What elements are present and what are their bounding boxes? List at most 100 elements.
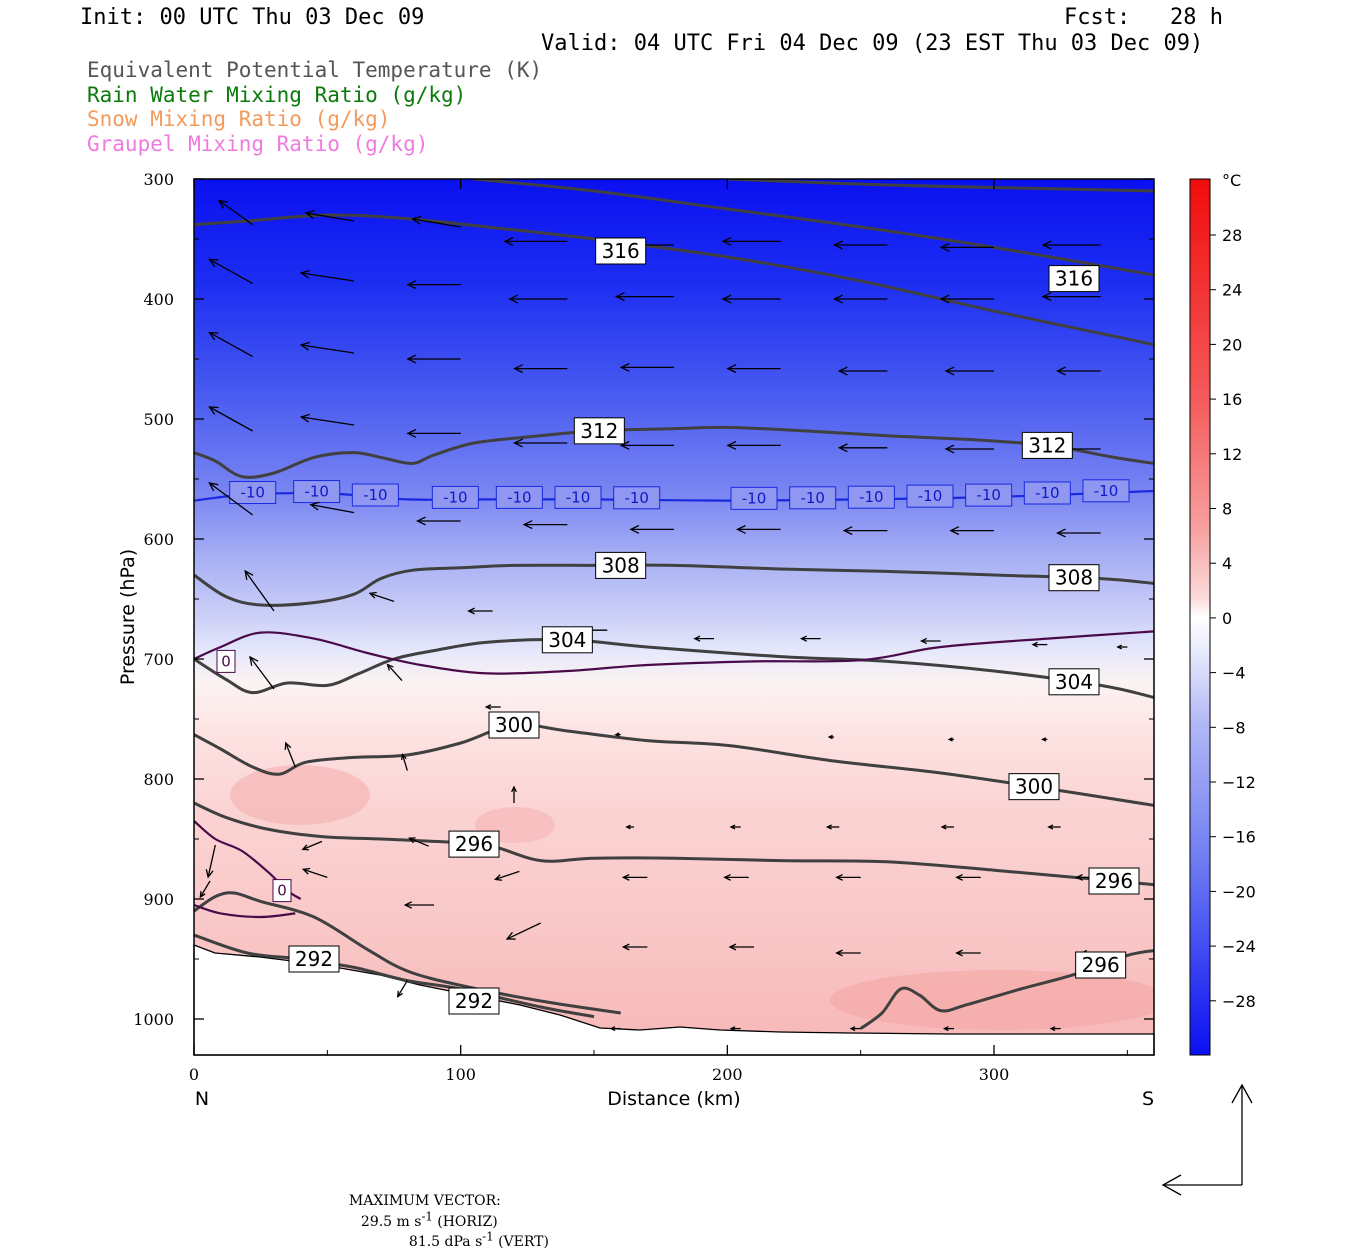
theta-e-label-box (1048, 564, 1100, 592)
vector-arrow (208, 406, 253, 432)
valid-time: Valid: 04 UTC Fri 04 Dec 09 (23 EST Thu … (541, 31, 1204, 56)
vector-shaft (369, 592, 395, 603)
vector-arrow (505, 922, 541, 940)
vector-shaft (506, 922, 541, 940)
vector-arrow (1047, 824, 1061, 830)
vector-arrow (799, 635, 821, 642)
vector-head (304, 209, 315, 219)
reference-vector-arrows (1161, 1083, 1253, 1196)
colorbar-tick-label: −20 (1222, 882, 1256, 901)
vector-head (403, 901, 413, 909)
vector-arrow (513, 364, 568, 374)
theta-e-label: 296 (455, 832, 493, 856)
vector-arrow (942, 1026, 954, 1032)
vector-head (208, 406, 219, 415)
vector-head (735, 524, 746, 534)
vector-arrow (728, 943, 754, 951)
vector-head (199, 891, 206, 899)
colorbar-tick-label: 16 (1222, 390, 1242, 409)
vector-head (1041, 737, 1047, 742)
vector-shaft (199, 880, 211, 898)
isotherm-minus10-label-box (495, 485, 543, 509)
vector-head (955, 873, 963, 881)
vector-arrow (825, 824, 840, 830)
vector-arrow (621, 873, 648, 881)
vector-shaft (218, 200, 254, 226)
vector-head (467, 607, 475, 615)
legend-rain-water: Rain Water Mixing Ratio (g/kg) (87, 83, 467, 107)
vector-head (729, 1026, 736, 1032)
colorbar-ticks: 28 24 20 16 12 8 4 0 −4 −8 −12 −16 −20 −24 −28 (1210, 226, 1256, 1011)
vector-arrow (919, 637, 941, 645)
vector-head (619, 362, 630, 372)
vector-head (944, 444, 955, 454)
vector-head (508, 294, 519, 304)
vector-head (1116, 644, 1123, 650)
vector-arrow (415, 516, 461, 526)
theta-e-label-box (448, 830, 500, 858)
warm-pockets (230, 765, 1154, 1030)
theta-e-label-box (1075, 951, 1127, 979)
isotherm-minus10-label-box (431, 485, 479, 509)
init-time: Init: 00 UTC Thu 03 Dec 09 (80, 5, 425, 30)
vector-head (621, 873, 630, 881)
theta-e-label-box (1048, 668, 1100, 696)
vector-shaft (401, 754, 408, 771)
vector-arrow (827, 734, 834, 740)
vector-shaft (305, 212, 355, 222)
x-tick-label: 200 (712, 1065, 743, 1084)
vector-head (411, 215, 422, 225)
vector-head (299, 413, 310, 423)
y-tick-label: 400 (143, 290, 174, 309)
vector-arrow (511, 785, 517, 803)
vector-head (503, 236, 514, 246)
vector-head (406, 354, 417, 364)
x-right-end-label: S (1142, 1088, 1154, 1110)
vector-arrow (625, 824, 634, 830)
vector-arrow (723, 873, 749, 881)
vector-arrow (1049, 1026, 1061, 1032)
theta-e-contour-296 (194, 801, 1154, 887)
isotherm-minus10-label: -10 (304, 483, 329, 501)
vector-head (1055, 528, 1066, 538)
colorbar-tick-label: 12 (1222, 445, 1242, 464)
max-vector-footer: MAXIMUM VECTOR: 29.5 m s-1 (HORIZ) 81.5 … (340, 1177, 549, 1250)
vector-arrow (411, 215, 461, 228)
colorbar-tick-label: 0 (1222, 609, 1232, 628)
theta-e-label-box (1008, 773, 1060, 801)
isotherm-zero-label: 0 (221, 652, 231, 670)
vector-arrow (301, 840, 323, 851)
vector-head (728, 943, 737, 951)
vector-shaft (209, 258, 253, 284)
vector-arrow (940, 824, 954, 830)
vector-head (939, 294, 950, 304)
theta-e-contour-316 (727, 179, 1154, 193)
vector-arrow (304, 209, 355, 222)
vector-arrow (629, 524, 674, 534)
theta-e-label-box (541, 626, 593, 654)
vector-head (825, 824, 832, 830)
vector-arrow (1041, 737, 1048, 742)
vector-shaft (244, 570, 275, 612)
vector-head (837, 366, 848, 376)
vector-arrow (835, 949, 861, 957)
vector-head (401, 753, 407, 761)
vector-arrow (729, 1026, 741, 1032)
isotherm-minus10-label: -10 (918, 487, 943, 505)
vector-head (299, 341, 310, 351)
vector-head (1031, 641, 1038, 648)
forecast-hour: Fcst: 28 h (1064, 5, 1223, 30)
colorbar-tick-label: −16 (1222, 828, 1256, 847)
vector-arrow (837, 443, 888, 453)
vector-arrow (726, 440, 781, 450)
vector-arrow (939, 242, 994, 252)
legend-graupel: Graupel Mixing Ratio (g/kg) (87, 132, 429, 156)
vector-head (217, 199, 229, 209)
vector-head (799, 635, 808, 642)
vector-head (205, 869, 214, 879)
isotherm-minus10-label-box (789, 486, 837, 510)
vector-head (505, 931, 516, 940)
vector-head (621, 943, 630, 951)
theta-e-label: 312 (1028, 433, 1066, 457)
vector-head (944, 366, 955, 376)
